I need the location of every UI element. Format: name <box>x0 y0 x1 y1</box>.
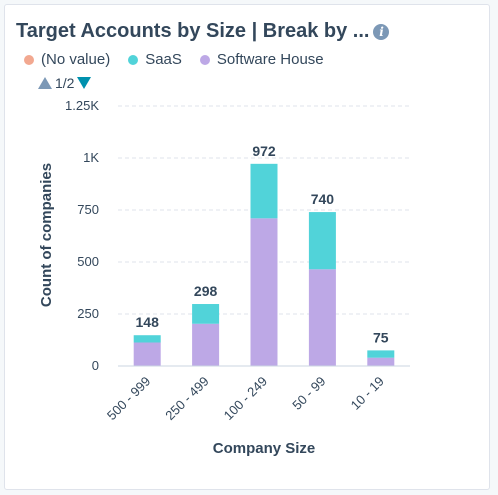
x-tick-label: 10 - 19 <box>348 374 387 413</box>
bar-segment[interactable] <box>192 304 220 324</box>
info-icon[interactable]: i <box>373 23 390 40</box>
y-tick-label: 1K <box>83 150 99 165</box>
bar-total-label: 740 <box>311 191 335 207</box>
x-tick-label: 100 - 249 <box>221 374 270 423</box>
legend-label-software-house: Software House <box>216 51 324 68</box>
triangle-down-icon[interactable] <box>77 77 92 89</box>
x-tick-label: 50 - 99 <box>289 374 328 413</box>
legend-swatch-no-value <box>24 54 34 65</box>
y-tick-label: 250 <box>77 306 99 321</box>
y-axis-title: Count of companies <box>38 163 55 307</box>
bar-total-label: 972 <box>252 143 276 159</box>
x-axis-title: Company Size <box>213 440 316 457</box>
bar-segment[interactable] <box>367 350 395 358</box>
bar-total-label: 75 <box>373 329 389 345</box>
legend-item-saas[interactable]: SaaS <box>128 51 182 68</box>
bar-segment[interactable] <box>133 335 161 343</box>
y-tick-label: 750 <box>77 202 99 217</box>
y-axis-ticks: 0 250 500 750 1K 1.25K <box>65 98 99 373</box>
bar-segment[interactable] <box>133 342 161 366</box>
bar-total-label: 298 <box>194 283 218 299</box>
bar-segment[interactable] <box>250 218 278 366</box>
legend-item-no-value[interactable]: (No value) <box>24 51 110 68</box>
chart-title: Target Accounts by Size | Break by ... <box>16 20 370 42</box>
legend-swatch-software-house <box>199 54 210 65</box>
legend-swatch-saas <box>128 54 139 65</box>
triangle-up-icon[interactable] <box>38 77 52 89</box>
legend: (No value) SaaS Software House <box>24 51 324 68</box>
bar-total-labels: 148 298 972 740 75 <box>136 143 389 346</box>
bar-total-label: 148 <box>136 314 160 330</box>
legend-label-no-value: (No value) <box>41 51 111 68</box>
y-tick-label: 1.25K <box>65 98 99 113</box>
x-axis-ticks: 500 - 999 250 - 499 100 - 249 50 - 99 10 - 1… <box>104 374 387 423</box>
y-tick-label: 0 <box>92 358 99 373</box>
title-row: Target Accounts by Size | Break by ... i <box>16 20 390 43</box>
bar-segment[interactable] <box>367 357 395 366</box>
legend-label-saas: SaaS <box>145 51 182 68</box>
bar-segment[interactable] <box>308 269 336 366</box>
bar-segment[interactable] <box>308 212 336 270</box>
bar-segment[interactable] <box>250 163 278 219</box>
legend-pager: 1/2 <box>38 75 92 91</box>
legend-item-software-house[interactable]: Software House <box>199 51 324 68</box>
x-tick-label: 250 - 499 <box>162 374 211 423</box>
pager-text: 1/2 <box>55 75 75 91</box>
bar-segment[interactable] <box>192 323 220 366</box>
x-tick-label: 500 - 999 <box>104 374 153 423</box>
y-tick-label: 500 <box>77 254 99 269</box>
bars <box>133 163 395 366</box>
